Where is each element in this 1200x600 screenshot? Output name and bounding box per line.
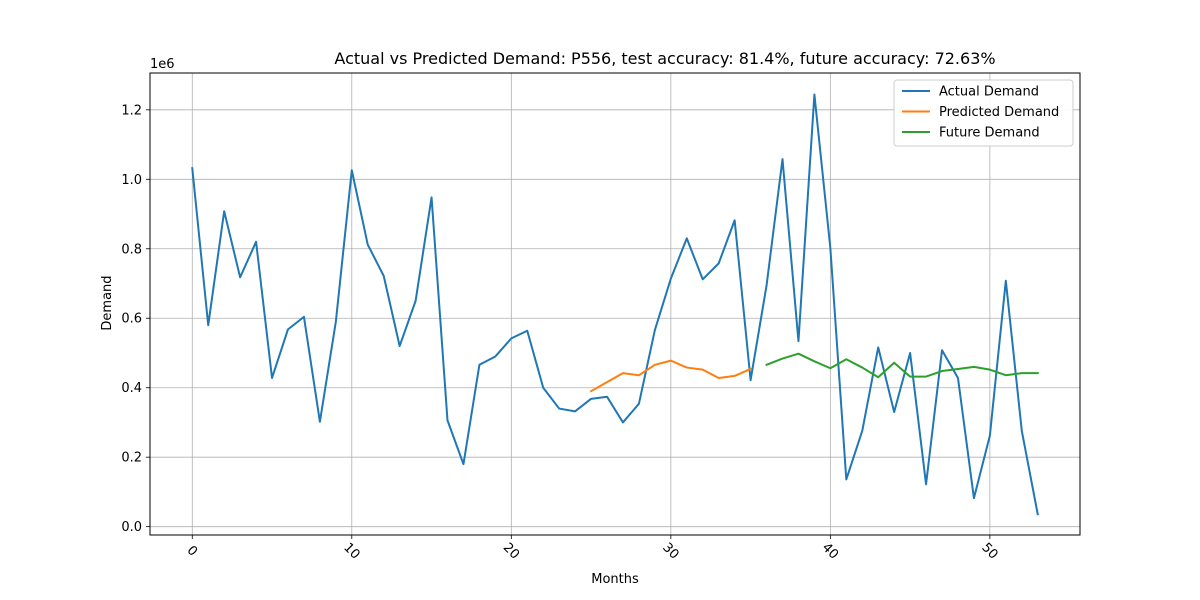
- y-tick-label: 0.4: [121, 381, 142, 396]
- y-tick-label: 0.8: [121, 242, 142, 257]
- legend-frame: [893, 79, 1074, 147]
- legend: Actual Demand Predicted Demand Future Dema…: [893, 79, 1074, 147]
- legend-label-predicted-demand: Predicted Demand: [939, 105, 1059, 120]
- y-tick-label: 0.0: [121, 520, 142, 535]
- y-axis-label: Demand: [100, 275, 115, 330]
- chart-title: Actual vs Predicted Demand: P556, test a…: [334, 49, 995, 68]
- x-axis-label: Months: [591, 572, 639, 587]
- grid-lines: [150, 73, 1080, 535]
- legend-label-future-demand: Future Demand: [939, 126, 1040, 141]
- series-line-future-demand: [765, 352, 1039, 379]
- y-tick-label: 0.6: [121, 312, 142, 327]
- axes-frame: [149, 72, 1081, 536]
- series-line-predicted-demand: [589, 359, 752, 393]
- y-axis-scale-note: 1e6: [150, 57, 175, 72]
- y-tick-label: 1.2: [121, 103, 142, 118]
- y-tick-label: 0.2: [121, 451, 142, 466]
- series-lines: [191, 93, 1039, 516]
- y-tick-label: 1.0: [121, 173, 142, 188]
- legend-label-actual-demand: Actual Demand: [939, 85, 1039, 100]
- series-line-actual-demand: [191, 93, 1039, 516]
